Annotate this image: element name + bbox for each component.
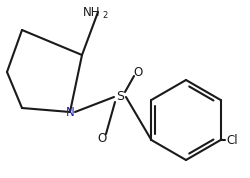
Text: N: N xyxy=(65,106,74,119)
Text: 2: 2 xyxy=(102,11,107,20)
Text: Cl: Cl xyxy=(226,134,237,146)
Text: O: O xyxy=(133,66,142,78)
Text: NH: NH xyxy=(82,6,100,19)
Text: S: S xyxy=(116,90,124,103)
Text: O: O xyxy=(97,132,106,145)
